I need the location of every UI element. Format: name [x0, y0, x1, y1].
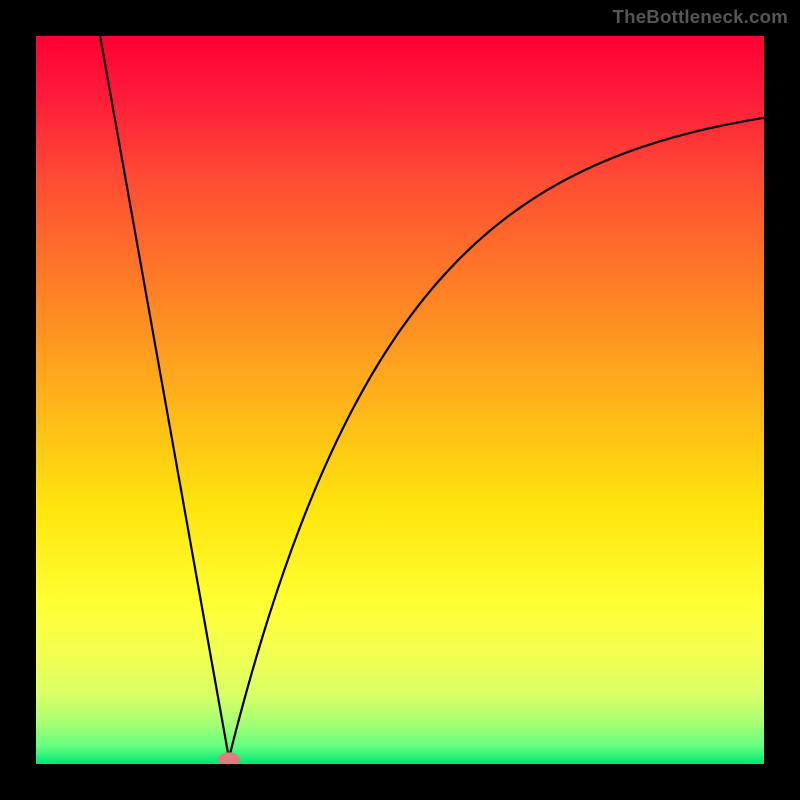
plot-background [36, 36, 764, 764]
bottleneck-curve-chart [36, 36, 764, 764]
chart-container: TheBottleneck.com [0, 0, 800, 800]
watermark-text: TheBottleneck.com [613, 6, 789, 28]
